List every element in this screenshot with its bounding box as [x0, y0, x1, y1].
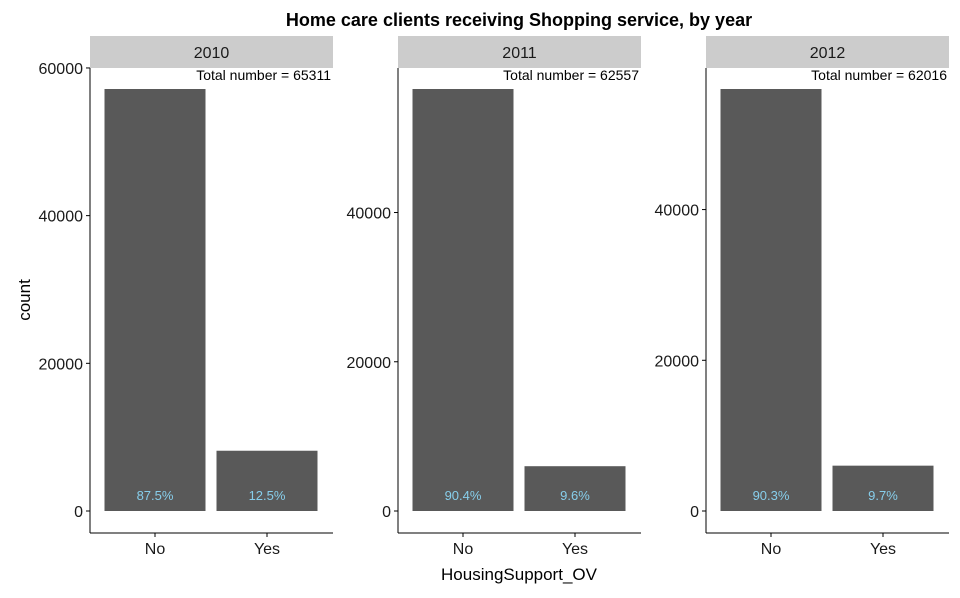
bar-percent-label: 87.5% — [137, 488, 174, 503]
total-number-annotation: Total number = 62016 — [811, 67, 947, 83]
bar-yes — [524, 466, 626, 511]
x-tick-label: Yes — [870, 541, 896, 558]
x-axis-title: HousingSupport_OV — [441, 565, 598, 584]
y-tick-label: 20000 — [39, 356, 84, 373]
y-tick-label: 60000 — [39, 61, 84, 78]
y-tick-label: 0 — [74, 504, 83, 521]
facet-strip — [90, 36, 333, 68]
y-tick-label: 40000 — [39, 209, 84, 226]
x-tick-label: No — [761, 541, 782, 558]
y-tick-label: 20000 — [655, 353, 700, 370]
x-tick-label: No — [145, 541, 166, 558]
x-tick-label: Yes — [254, 541, 280, 558]
facet-panels: 2010 0 20000 40000 60000 87.5% No 12.5% Yes Total… — [39, 36, 949, 558]
facet-strip — [706, 36, 949, 68]
y-tick-label: 40000 — [347, 206, 392, 223]
bar-no — [412, 89, 514, 511]
facet-strip — [398, 36, 641, 68]
x-tick-label: Yes — [562, 541, 588, 558]
bar-percent-label: 90.4% — [445, 488, 482, 503]
y-tick-label: 40000 — [655, 203, 700, 220]
bar-no — [104, 89, 206, 511]
bar-percent-label: 9.7% — [868, 488, 898, 503]
bar-yes — [832, 465, 934, 511]
y-tick-label: 20000 — [347, 355, 392, 372]
bar-no — [720, 89, 822, 511]
bar-percent-label: 9.6% — [560, 488, 590, 503]
facet-panel-2010: 2010 0 20000 40000 60000 87.5% No 12.5% Yes Total… — [39, 36, 333, 558]
facet-strip-label: 2012 — [810, 45, 846, 62]
bar-yes — [216, 450, 318, 511]
y-axis-title: count — [15, 279, 34, 321]
total-number-annotation: Total number = 65311 — [196, 67, 331, 83]
x-tick-label: No — [453, 541, 474, 558]
facet-strip-label: 2011 — [502, 45, 537, 62]
bar-percent-label: 12.5% — [249, 488, 286, 503]
facet-panel-2012: 2012 0 20000 40000 90.3% No 9.7% Yes Total numbe… — [655, 36, 949, 558]
facet-panel-2011: 2011 0 20000 40000 90.4% No 9.6% Yes Total numbe… — [347, 36, 641, 558]
y-tick-label: 0 — [382, 504, 391, 521]
bar-percent-label: 90.3% — [753, 488, 790, 503]
total-number-annotation: Total number = 62557 — [503, 67, 639, 83]
facet-strip-label: 2010 — [194, 45, 230, 62]
chart-title: Home care clients receiving Shopping ser… — [286, 10, 752, 30]
y-tick-label: 0 — [690, 504, 699, 521]
